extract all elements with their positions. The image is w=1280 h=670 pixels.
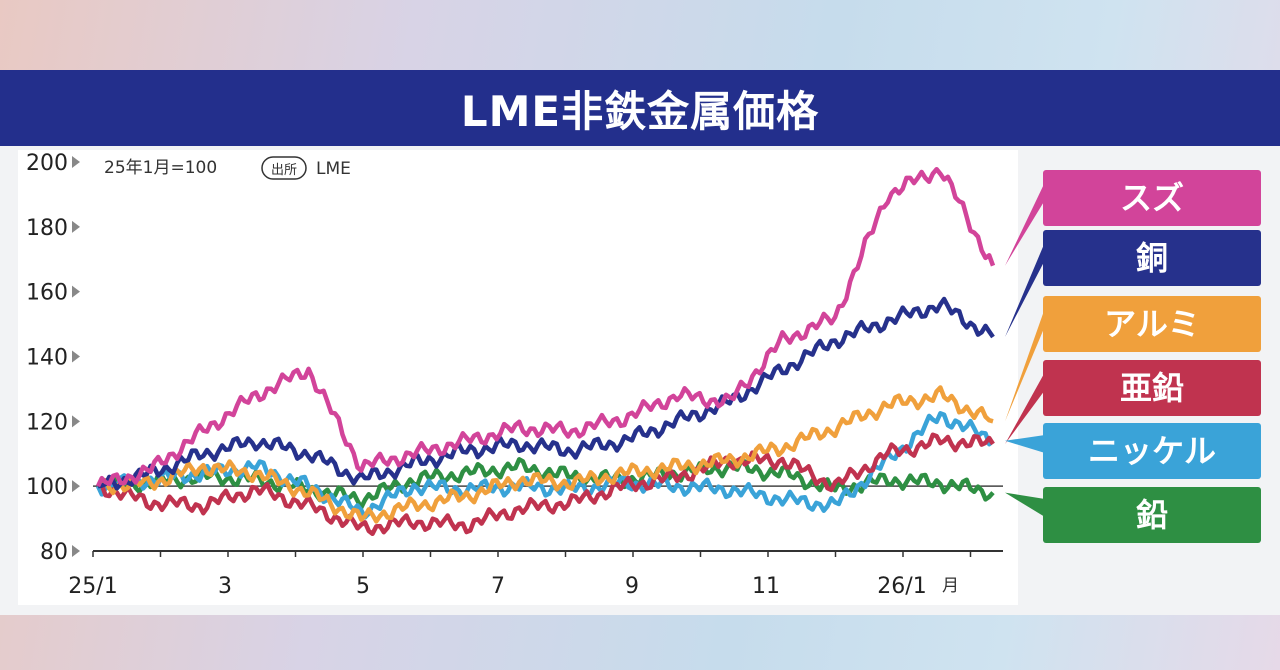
y-tick-label: 140: [26, 346, 68, 371]
y-tick-arrow: [72, 545, 80, 557]
series-line-1: [97, 296, 995, 491]
legend-label-5: 鉛: [1136, 496, 1168, 534]
series-line-0: [95, 166, 996, 488]
legend-pointer-4: [1005, 435, 1045, 453]
legend-label-3: 亜鉛: [1120, 369, 1184, 407]
legend-label-4: ニッケル: [1088, 432, 1216, 470]
x-tick-label: 5: [356, 574, 370, 599]
legend-pointer-0: [1005, 182, 1045, 266]
y-tick-label: 120: [26, 410, 68, 435]
legend-pointer-3: [1005, 372, 1045, 445]
x-tick-label: 25/1: [68, 574, 117, 599]
base-note: 25年1月=100: [104, 158, 217, 178]
legend-box-1: [1043, 230, 1261, 286]
y-tick-arrow: [72, 156, 80, 168]
y-tick-label: 180: [26, 216, 68, 241]
plot-background: [18, 150, 1018, 605]
y-tick-label: 160: [26, 281, 68, 306]
series-line-4: [95, 411, 995, 520]
y-tick-arrow: [72, 285, 80, 298]
legend-box-2: [1043, 296, 1261, 352]
y-tick-arrow: [72, 480, 80, 493]
legend-box-5: [1043, 487, 1261, 543]
y-tick-arrow: [72, 350, 80, 363]
legend-box-0: [1043, 170, 1261, 226]
series-line-3: [97, 432, 995, 537]
x-tick-label: 3: [218, 574, 232, 599]
legend-pointer-2: [1005, 308, 1045, 422]
y-tick-label: 100: [26, 475, 68, 500]
source-badge: [261, 156, 307, 180]
series-line-2: [96, 385, 994, 524]
chart-panel: LME非鉄金属価格 200 180 160 140 120 100 80 25/1 3 5 7 9 11…: [0, 70, 1280, 615]
legend-box-4: [1043, 423, 1261, 479]
legend-box-3: [1043, 360, 1261, 416]
y-tick-label: 200: [26, 151, 68, 176]
x-tick-label: 11: [752, 574, 780, 599]
legend-label-1: 銅: [1136, 239, 1168, 277]
source-badge-text: 出所: [271, 163, 297, 178]
x-tick-suffix: 月: [942, 576, 959, 596]
chart-title: LME非鉄金属価格: [460, 86, 820, 136]
legend-pointer-5: [1005, 492, 1045, 517]
y-tick-arrow: [72, 415, 80, 428]
x-tick-label: 9: [625, 574, 639, 599]
title-bar: LME非鉄金属価格: [0, 70, 1280, 146]
x-tick-label: 7: [491, 574, 505, 599]
source-text: LME: [316, 159, 351, 179]
x-tick-label: 26/1: [877, 574, 926, 599]
legend-label-2: アルミ: [1104, 305, 1200, 343]
legend-label-0: スズ: [1120, 179, 1184, 217]
y-tick-label: 80: [40, 540, 68, 565]
y-tick-arrow: [72, 220, 80, 233]
